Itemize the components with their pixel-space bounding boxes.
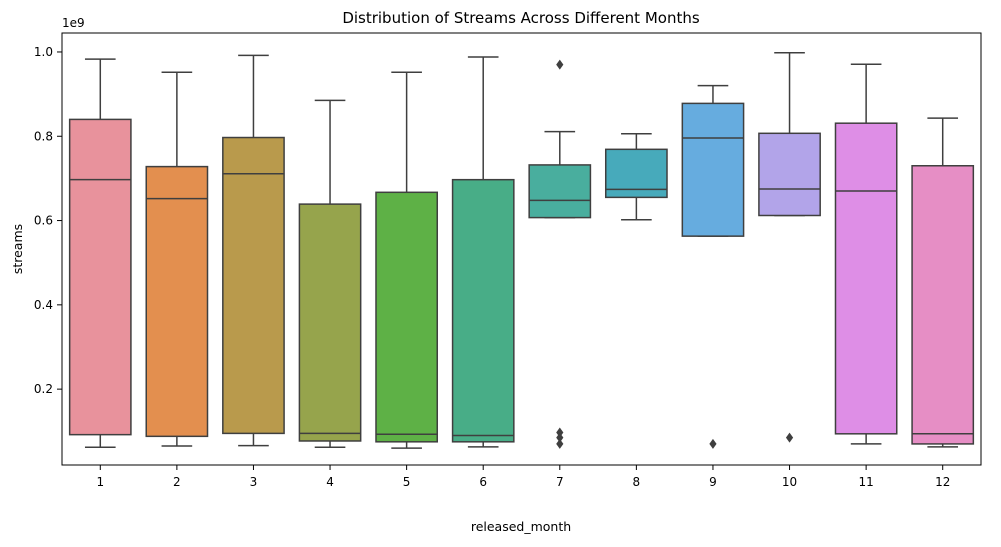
box-12	[911, 117, 975, 448]
box-iqr	[681, 102, 745, 237]
y-tick-label: 0.2	[34, 382, 53, 396]
x-tick-label: 9	[709, 475, 717, 489]
x-tick-label: 4	[326, 475, 334, 489]
x-axis-label: released_month	[471, 519, 571, 534]
box-7	[528, 59, 592, 449]
box-iqr	[604, 148, 668, 199]
outlier-point	[556, 438, 564, 449]
box-iqr	[68, 118, 132, 436]
y-tick-label: 0.6	[34, 214, 53, 228]
x-tick-label: 8	[633, 475, 641, 489]
y-axis-label: streams	[10, 224, 25, 274]
x-tick-label: 6	[479, 475, 487, 489]
box-5	[375, 71, 439, 449]
x-tick-label: 3	[250, 475, 258, 489]
y-tick-label: 0.8	[34, 129, 53, 143]
box-iqr	[145, 165, 209, 438]
outlier-point	[556, 432, 564, 443]
chart-title: Distribution of Streams Across Different…	[342, 9, 700, 27]
x-tick-label: 10	[782, 475, 797, 489]
y-tick-label: 1.0	[34, 45, 53, 59]
outlier-point	[556, 59, 564, 70]
outlier-point	[709, 438, 717, 449]
box-iqr	[758, 132, 821, 217]
box-iqr	[834, 122, 898, 435]
box-iqr	[298, 203, 362, 442]
box-11	[834, 63, 898, 445]
box-iqr	[375, 191, 439, 443]
box-3	[222, 54, 285, 447]
y-axis-offset-label: 1e9	[62, 16, 85, 30]
x-tick-label: 1	[96, 475, 104, 489]
box-iqr	[222, 136, 285, 435]
x-axis-ticks: 1 2 3 4 5 6 7 8 9 10 11 12	[96, 465, 950, 489]
boxes-group	[68, 52, 975, 449]
x-tick-label: 5	[403, 475, 411, 489]
box-4	[298, 99, 362, 449]
y-tick-label: 0.4	[34, 298, 53, 312]
box-2	[145, 71, 209, 447]
x-tick-label: 2	[173, 475, 181, 489]
plot-frame	[61, 32, 982, 466]
box-6	[451, 56, 515, 448]
x-tick-label: 12	[935, 475, 950, 489]
box-8	[604, 132, 668, 221]
box-iqr	[911, 165, 975, 445]
box-10	[758, 52, 821, 443]
box-iqr	[451, 178, 515, 443]
x-tick-label: 11	[858, 475, 873, 489]
box-iqr	[528, 164, 592, 219]
y-axis-ticks: 0.2 0.4 0.6 0.8 1.0	[34, 45, 62, 396]
x-tick-label: 7	[556, 475, 564, 489]
box-9	[681, 84, 745, 449]
outlier-point	[785, 432, 794, 443]
outlier-point	[556, 427, 564, 438]
box-1	[68, 58, 132, 449]
